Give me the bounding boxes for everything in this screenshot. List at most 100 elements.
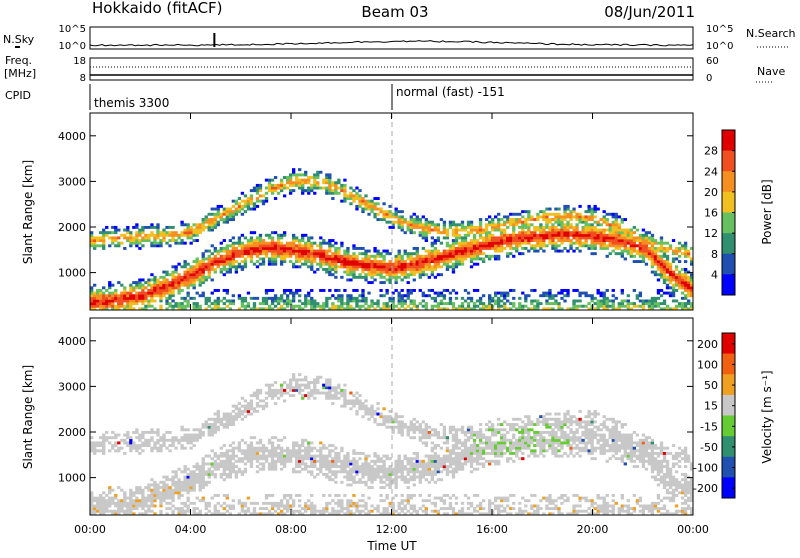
power-cell bbox=[563, 210, 566, 213]
power-cell bbox=[205, 218, 208, 221]
power-cell bbox=[590, 234, 593, 237]
velocity-cell bbox=[280, 447, 283, 450]
power-cell bbox=[401, 299, 404, 302]
power-cell bbox=[340, 276, 343, 279]
velocity-cell bbox=[298, 452, 301, 455]
power-cell bbox=[190, 242, 193, 245]
power-cell bbox=[196, 239, 199, 242]
power-cell bbox=[600, 234, 603, 237]
velocity-cell bbox=[274, 392, 277, 395]
power-cell bbox=[280, 299, 283, 302]
power-cell bbox=[425, 250, 428, 253]
power-cell bbox=[352, 289, 355, 292]
power-cell bbox=[560, 242, 563, 245]
power-cell bbox=[500, 294, 503, 297]
power-cell bbox=[361, 276, 364, 279]
power-cell bbox=[370, 273, 373, 276]
velocity-cell bbox=[319, 455, 322, 458]
velocity-cell bbox=[99, 502, 102, 505]
power-cell bbox=[376, 302, 379, 305]
velocity-cell bbox=[379, 499, 382, 502]
velocity-cell bbox=[352, 460, 355, 463]
power-cell bbox=[518, 221, 521, 224]
power-cell bbox=[286, 297, 289, 300]
velocity-cell bbox=[229, 444, 232, 447]
power-cell bbox=[193, 284, 196, 287]
power-cell bbox=[241, 244, 244, 247]
power-cell bbox=[159, 231, 162, 234]
power-cell bbox=[527, 239, 530, 242]
power-cell bbox=[590, 208, 593, 211]
power-cell bbox=[669, 244, 672, 247]
power-cell bbox=[205, 268, 208, 271]
power-cell bbox=[470, 244, 473, 247]
power-cell bbox=[313, 179, 316, 182]
power-cell bbox=[633, 244, 636, 247]
velocity-cell bbox=[268, 462, 271, 465]
power-cell bbox=[340, 255, 343, 258]
power-cell bbox=[280, 257, 283, 260]
velocity-cell bbox=[111, 499, 114, 502]
power-cell bbox=[313, 181, 316, 184]
velocity-cell bbox=[96, 504, 99, 507]
power-cell bbox=[669, 268, 672, 271]
velocity-cell bbox=[325, 502, 328, 505]
power-cell bbox=[479, 221, 482, 224]
velocity-cell bbox=[214, 455, 217, 458]
power-cell bbox=[461, 247, 464, 250]
velocity-cell bbox=[271, 465, 274, 468]
velocity-cell bbox=[382, 455, 385, 458]
power-cell bbox=[651, 271, 654, 274]
power-cell bbox=[171, 299, 174, 302]
velocity-cell bbox=[382, 460, 385, 463]
power-cell bbox=[557, 302, 560, 305]
power-cell bbox=[229, 252, 232, 255]
power-cell bbox=[434, 242, 437, 245]
power-cell bbox=[205, 276, 208, 279]
power-cell bbox=[205, 257, 208, 260]
power-cell bbox=[684, 271, 687, 274]
velocity-cell bbox=[168, 439, 171, 442]
velocity-cell bbox=[244, 407, 247, 410]
velocity-cell bbox=[202, 423, 205, 426]
power-cell bbox=[509, 252, 512, 255]
velocity-cell bbox=[325, 465, 328, 468]
power-cell bbox=[307, 189, 310, 192]
velocity-cell bbox=[253, 447, 256, 450]
velocity-cell bbox=[102, 436, 105, 439]
power-cell bbox=[162, 229, 165, 232]
velocity-cell bbox=[395, 420, 398, 423]
velocity-cell bbox=[304, 465, 307, 468]
velocity-cell bbox=[250, 407, 253, 410]
velocity-cell bbox=[259, 468, 262, 471]
velocity-cell bbox=[229, 418, 232, 421]
power-cell bbox=[238, 244, 241, 247]
power-cell bbox=[214, 302, 217, 305]
velocity-cell bbox=[144, 444, 147, 447]
power-cell bbox=[557, 223, 560, 226]
power-cell bbox=[322, 181, 325, 184]
power-ytick-label: 2000 bbox=[58, 221, 86, 234]
velocity-cell bbox=[159, 481, 162, 484]
velocity-cell bbox=[193, 507, 196, 510]
power-cell bbox=[566, 213, 569, 216]
power-cell bbox=[548, 226, 551, 229]
velocity-cell bbox=[364, 410, 367, 413]
velocity-cell bbox=[199, 465, 202, 468]
velocity-cell bbox=[349, 462, 352, 465]
power-cell bbox=[159, 239, 162, 242]
power-cell bbox=[464, 242, 467, 245]
velocity-cell bbox=[147, 510, 150, 513]
power-cell bbox=[398, 226, 401, 229]
power-cell bbox=[500, 234, 503, 237]
power-cell bbox=[470, 252, 473, 255]
station-title: Hokkaido (fitACF) bbox=[92, 0, 223, 17]
power-cell bbox=[398, 294, 401, 297]
power-cell bbox=[603, 234, 606, 237]
velocity-cell bbox=[174, 473, 177, 476]
power-cell bbox=[491, 226, 494, 229]
power-cell bbox=[295, 265, 298, 268]
velocity-cell bbox=[280, 452, 283, 455]
power-cell bbox=[247, 255, 250, 258]
power-cell bbox=[533, 234, 536, 237]
